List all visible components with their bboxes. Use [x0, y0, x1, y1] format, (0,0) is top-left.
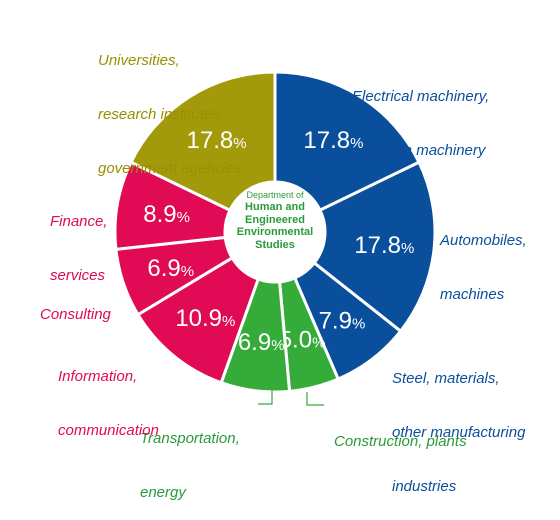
label-steel-line: industries	[392, 478, 457, 495]
center-label-line: Human and	[245, 201, 305, 213]
label-steel-line: other manufacturing	[392, 424, 526, 441]
label-electrical-line: Electrical machinery,	[352, 88, 490, 105]
label-universities-line: Universities,	[98, 52, 180, 69]
slice-value-label: 10.9%	[175, 305, 235, 332]
label-universities: Universities, research institutes, gover…	[98, 16, 241, 196]
label-transportation-line: energy	[140, 484, 186, 501]
donut-hole	[226, 183, 324, 281]
label-universities-line: government agencies	[98, 160, 242, 177]
label-consulting-line: Consulting	[40, 306, 111, 323]
center-label: Department of Human and Engineered Envir…	[225, 189, 325, 251]
slice-value-label: 17.8%	[354, 232, 414, 259]
pie-chart: 17.8%17.8%7.9%5.0%6.9%10.9%6.9%8.9%17.8%	[113, 70, 437, 406]
pie-slice	[273, 70, 421, 213]
label-steel-line: Steel, materials,	[392, 370, 500, 387]
label-construction: Construction, plants	[334, 397, 467, 469]
label-consulting: Consulting	[40, 270, 111, 342]
label-finance-line: services	[50, 267, 106, 284]
label-construction-line: Construction, plants	[334, 433, 467, 450]
pie-slice	[129, 70, 277, 213]
slice-value-label: 6.9%	[147, 255, 194, 282]
label-universities-line: research institutes,	[98, 106, 224, 123]
label-automobiles: Automobiles, machines	[440, 196, 527, 322]
slice-value-label: 8.9%	[143, 201, 190, 228]
leader-line-construction	[306, 392, 324, 406]
label-electrical-line: precision machinery	[352, 142, 486, 159]
pie-slice	[312, 160, 437, 334]
center-label-line: Engineered	[245, 213, 305, 226]
label-automobiles-line: machines	[440, 286, 505, 303]
center-label-line: Studies	[255, 238, 295, 251]
pie-slice	[135, 255, 261, 385]
slice-value-label: 7.9%	[319, 307, 366, 334]
label-transportation-line: Transportation,	[140, 430, 240, 447]
label-information-line: Information,	[58, 368, 138, 385]
label-finance-line: Finance,	[50, 213, 108, 230]
slice-value-label: 6.9%	[238, 329, 285, 356]
label-finance: Finance, services	[50, 177, 108, 303]
slice-value-label: 17.8%	[303, 127, 363, 154]
center-label-line: Environmental	[236, 226, 314, 238]
center-label-line: Department of	[246, 190, 304, 200]
label-information-line: communication	[58, 422, 159, 439]
label-automobiles-line: Automobiles,	[440, 232, 527, 249]
slice-value-label: 17.8%	[187, 127, 247, 154]
label-electrical: Electrical machinery, precision machiner…	[352, 52, 489, 178]
label-information: Information, communication	[58, 332, 159, 458]
leader-line-transportation	[258, 390, 273, 405]
